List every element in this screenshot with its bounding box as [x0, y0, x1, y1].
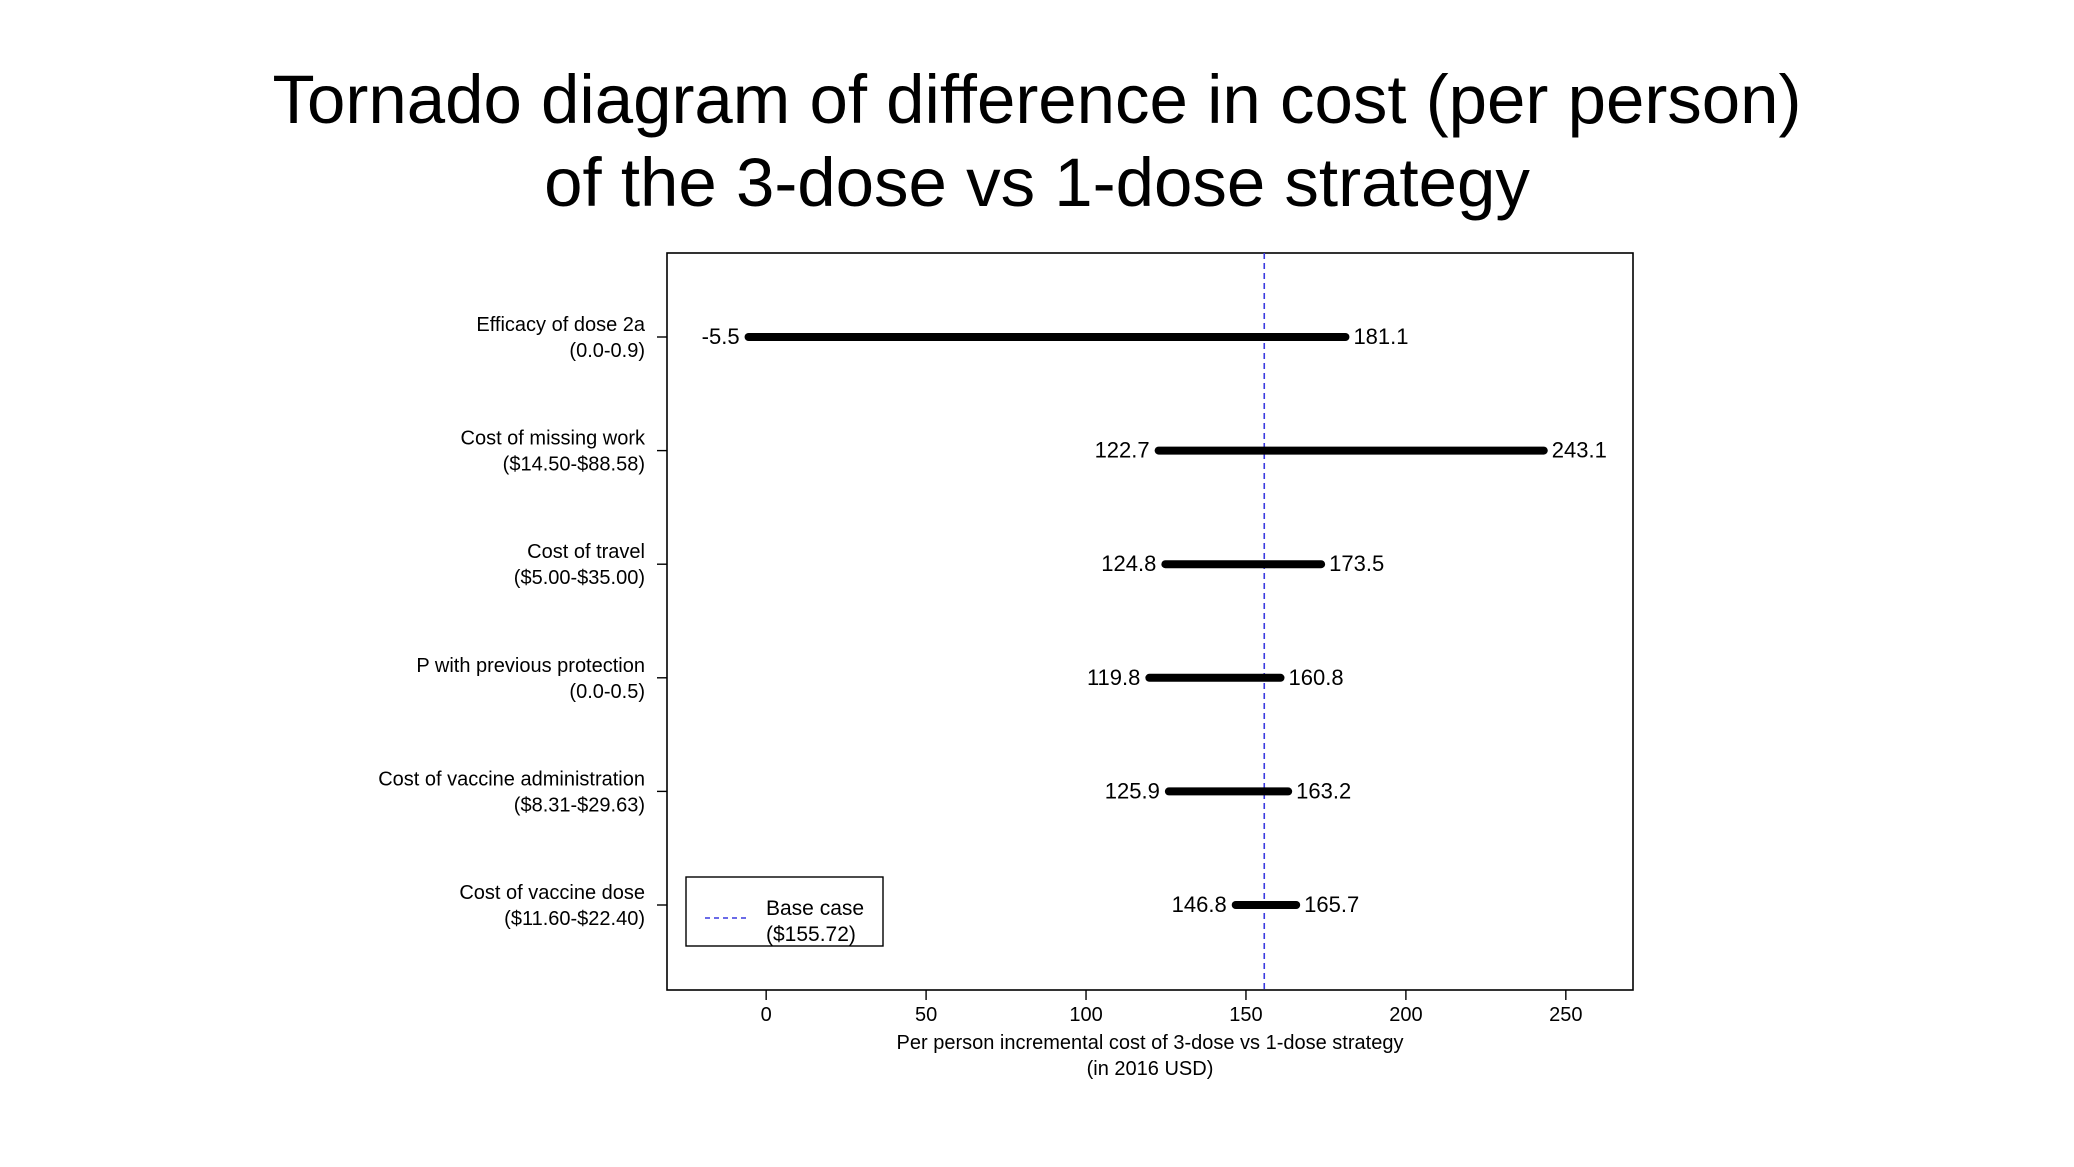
labels-group: -5.5 181.1 Efficacy of dose 2a (0.0-0.9) 122…: [378, 314, 1607, 930]
parameter-range: ($8.31-$29.63): [514, 794, 645, 816]
x-tick-label: 250: [1549, 1004, 1582, 1026]
bar-high-label: 173.5: [1329, 551, 1384, 576]
parameter-range: ($14.50-$88.58): [503, 454, 645, 476]
parameter-range: ($5.00-$35.00): [514, 567, 645, 589]
x-tick-label: 0: [761, 1004, 772, 1026]
bar-high-label: 163.2: [1296, 778, 1351, 803]
bar-low-label: 146.8: [1172, 892, 1227, 917]
parameter-name: Cost of missing work: [461, 428, 646, 450]
legend: Base case ($155.72): [685, 876, 884, 947]
legend-label: Base case: [766, 897, 864, 920]
bar-high-label: 243.1: [1552, 438, 1607, 463]
parameter-range: ($11.60-$22.40): [504, 908, 645, 930]
title-line-1: Tornado diagram of difference in cost (p…: [272, 61, 1802, 138]
x-tick-label: 150: [1229, 1004, 1262, 1026]
x-tick-label: 100: [1069, 1004, 1102, 1026]
bar-low-label: -5.5: [702, 324, 740, 349]
bars-group: [744, 333, 1548, 909]
parameter-range: (0.0-0.5): [569, 681, 645, 703]
bar-high-label: 160.8: [1289, 665, 1344, 690]
bar-low-label: 122.7: [1095, 438, 1150, 463]
plot-frame: [666, 252, 1634, 991]
parameter-name: Cost of vaccine dose: [459, 882, 645, 904]
title-line-2: of the 3-dose vs 1-dose strategy: [544, 144, 1530, 221]
parameter-range: (0.0-0.9): [569, 340, 645, 362]
legend-box: [685, 876, 884, 947]
chart-title: Tornado diagram of difference in cost (p…: [0, 58, 2074, 224]
axis-group: 0 50 100 150 200 250: [657, 253, 1583, 1026]
parameter-name: P with previous protection: [416, 655, 645, 677]
bar-high-label: 165.7: [1304, 892, 1359, 917]
parameter-name: Cost of travel: [527, 541, 645, 563]
legend-value: ($155.72): [766, 923, 856, 946]
x-axis-label-line-1: Per person incremental cost of 3-dose vs…: [897, 1032, 1404, 1054]
bar-low-label: 125.9: [1105, 778, 1160, 803]
x-axis-label-line-2: (in 2016 USD): [1087, 1058, 1214, 1080]
bar-low-label: 119.8: [1087, 665, 1140, 690]
parameter-name: Cost of vaccine administration: [378, 768, 645, 790]
parameter-name: Efficacy of dose 2a: [476, 314, 646, 336]
bar-high-label: 181.1: [1353, 324, 1408, 349]
bar-low-label: 124.8: [1101, 551, 1156, 576]
x-tick-label: 50: [915, 1004, 937, 1026]
x-tick-label: 200: [1389, 1004, 1422, 1026]
